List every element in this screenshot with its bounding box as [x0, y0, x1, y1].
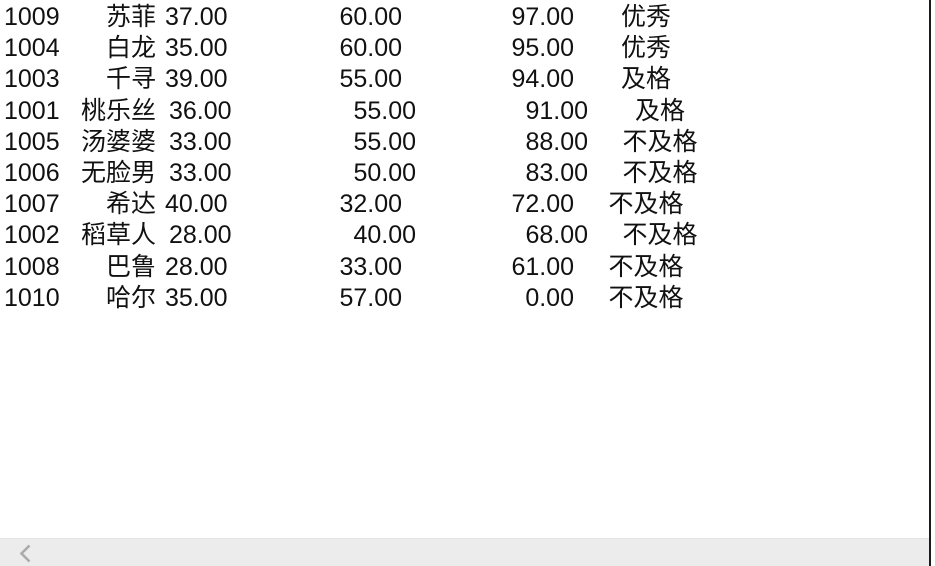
score-2: 50.00 [353, 158, 416, 187]
total-score: 95.00 [511, 34, 574, 63]
grade-label: 不及格 [622, 221, 698, 250]
score-2: 55.00 [353, 96, 416, 125]
total-score: 91.00 [525, 96, 588, 125]
table-row: 1004 白龙 35.00 60.00 95.00 优秀 [0, 33, 935, 64]
score-2: 40.00 [353, 221, 416, 250]
score-2: 32.00 [339, 190, 402, 219]
total-score: 88.00 [525, 127, 588, 156]
total-score: 94.00 [511, 65, 574, 94]
score-1: 37.00 [165, 3, 228, 31]
student-name: 千寻 [105, 65, 156, 94]
student-name: 无脸男 [80, 158, 156, 187]
table-row: 1001 桃乐丝 36.00 55.00 91.00 及格 [0, 96, 935, 127]
student-id: 1003 [4, 65, 60, 94]
student-name: 巴鲁 [105, 252, 156, 281]
chevron-left-icon [19, 544, 30, 562]
student-id: 1005 [4, 127, 60, 156]
table-row: 1009 苏菲 37.00 60.00 97.00 优秀 [0, 2, 935, 33]
score-2: 33.00 [339, 252, 402, 281]
scroll-left-button[interactable] [14, 543, 36, 563]
table-row: 1003 千寻 39.00 55.00 94.00 及格 [0, 64, 935, 95]
student-id: 1007 [4, 190, 60, 219]
student-name: 哈尔 [105, 283, 156, 312]
total-score: 97.00 [511, 3, 574, 31]
score-1: 36.00 [169, 96, 232, 125]
student-id: 1008 [4, 252, 60, 281]
student-name: 苏菲 [105, 3, 156, 31]
score-2: 55.00 [339, 65, 402, 94]
grade-label: 不及格 [608, 283, 684, 312]
total-score: 68.00 [525, 221, 588, 250]
student-id: 1006 [4, 158, 60, 187]
score-2: 60.00 [339, 34, 402, 63]
score-2: 55.00 [353, 127, 416, 156]
score-1: 33.00 [169, 158, 232, 187]
student-name: 白龙 [105, 34, 156, 63]
grade-label: 不及格 [608, 252, 684, 281]
score-list: 1009 苏菲 37.00 60.00 97.00 优秀 1004 白龙 35.00 60.00 9… [0, 2, 935, 314]
horizontal-scrollbar[interactable] [0, 538, 929, 566]
student-name: 桃乐丝 [80, 96, 156, 125]
window-right-border [929, 0, 931, 566]
student-name: 汤婆婆 [80, 127, 156, 156]
table-row: 1007 希达 40.00 32.00 72.00 不及格 [0, 189, 935, 220]
score-2: 57.00 [339, 283, 402, 312]
student-name: 希达 [105, 190, 156, 219]
total-score: 61.00 [511, 252, 574, 281]
total-score: 0.00 [525, 283, 574, 312]
score-1: 35.00 [165, 34, 228, 63]
score-1: 28.00 [165, 252, 228, 281]
total-score: 83.00 [525, 158, 588, 187]
score-1: 33.00 [169, 127, 232, 156]
table-row: 1005 汤婆婆 33.00 55.00 88.00 不及格 [0, 127, 935, 158]
table-row: 1002 稻草人 28.00 40.00 68.00 不及格 [0, 220, 935, 251]
table-row: 1006 无脸男 33.00 50.00 83.00 不及格 [0, 158, 935, 189]
grade-label: 优秀 [620, 3, 671, 31]
grade-label: 不及格 [608, 190, 684, 219]
grade-label: 不及格 [622, 127, 698, 156]
grade-label: 及格 [634, 96, 685, 125]
score-1: 39.00 [165, 65, 228, 94]
student-id: 1004 [4, 34, 60, 63]
student-id: 1010 [4, 283, 60, 312]
student-name: 稻草人 [80, 221, 156, 250]
score-2: 60.00 [339, 3, 402, 31]
score-1: 28.00 [169, 221, 232, 250]
score-1: 40.00 [165, 190, 228, 219]
total-score: 72.00 [511, 190, 574, 219]
grade-label: 不及格 [622, 158, 698, 187]
grade-label: 优秀 [620, 34, 671, 63]
grade-label: 及格 [620, 65, 671, 94]
student-id: 1009 [4, 3, 60, 31]
table-row: 1008 巴鲁 28.00 33.00 61.00 不及格 [0, 252, 935, 283]
score-1: 35.00 [165, 283, 228, 312]
table-row: 1010 哈尔 35.00 57.00 0.00 不及格 [0, 283, 935, 314]
student-id: 1002 [4, 221, 60, 250]
student-id: 1001 [4, 96, 60, 125]
